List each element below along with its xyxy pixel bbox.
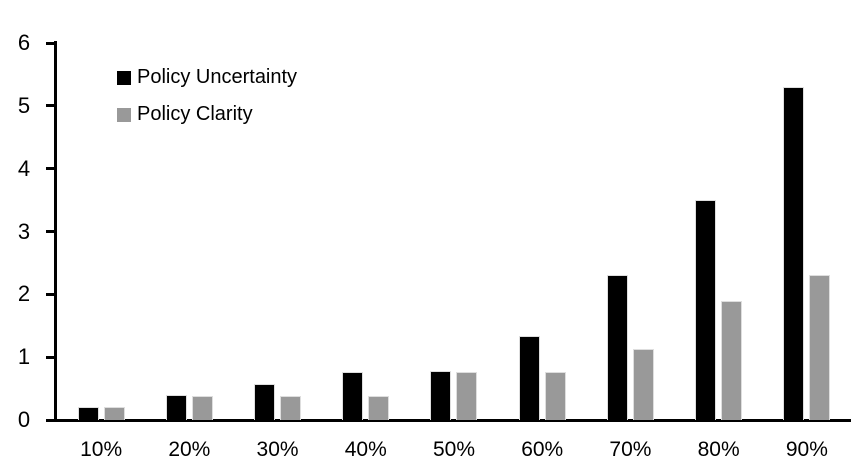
y-axis-tick-label: 1 xyxy=(17,344,31,370)
bar-policy-clarity-70% xyxy=(632,349,654,420)
x-axis-tick-label: 10% xyxy=(80,438,123,461)
x-axis-tick-label: 20% xyxy=(168,438,211,461)
x-axis-tick-label: 60% xyxy=(521,438,564,461)
y-tick-mark xyxy=(46,355,55,359)
y-axis-tick-label: 5 xyxy=(17,92,31,118)
x-axis-labels: 10% 20% 30% 40% 50% 60% 70% 80% 90% xyxy=(57,438,851,462)
y-axis-tick-label: 6 xyxy=(17,30,31,55)
bar-policy-uncertainty-80% xyxy=(695,200,717,420)
y-tick-mark xyxy=(46,104,55,108)
legend: Policy Uncertainty Policy Clarity xyxy=(117,66,297,140)
bar-group-30% xyxy=(233,43,321,420)
bar-policy-clarity-60% xyxy=(544,372,566,420)
legend-label: Policy Clarity xyxy=(137,103,253,125)
bar-policy-clarity-40% xyxy=(368,396,390,420)
x-axis-tick-label: 90% xyxy=(785,438,828,461)
bar-policy-clarity-90% xyxy=(809,275,831,420)
y-tick-mark xyxy=(46,41,55,45)
plot-area xyxy=(57,43,851,420)
bar-group-60% xyxy=(498,43,586,420)
bar-group-80% xyxy=(675,43,763,420)
bar-policy-clarity-20% xyxy=(191,396,213,420)
y-tick-mark xyxy=(46,418,55,422)
legend-item-policy-uncertainty: Policy Uncertainty xyxy=(117,66,297,89)
legend-item-policy-clarity: Policy Clarity xyxy=(117,103,297,126)
bar-policy-clarity-30% xyxy=(280,396,302,420)
bar-policy-clarity-80% xyxy=(721,301,743,420)
bar-group-50% xyxy=(410,43,498,420)
bar-policy-uncertainty-90% xyxy=(783,87,805,420)
x-axis-tick-label: 80% xyxy=(697,438,740,461)
x-axis-tick-label: 50% xyxy=(432,438,475,461)
x-axis-tick-label: 40% xyxy=(344,438,387,461)
y-axis-tick-label: 4 xyxy=(17,155,31,181)
x-axis-line xyxy=(54,419,851,422)
bar-policy-uncertainty-50% xyxy=(430,371,452,420)
bar-policy-uncertainty-30% xyxy=(254,384,276,420)
y-tick-mark xyxy=(46,230,55,233)
bar-policy-clarity-50% xyxy=(456,372,478,420)
legend-label: Policy Uncertainty xyxy=(137,66,298,88)
bar-group-90% xyxy=(763,43,851,420)
bar-group-70% xyxy=(586,43,674,420)
bar-policy-uncertainty-20% xyxy=(165,395,187,420)
bar-policy-uncertainty-10% xyxy=(77,407,99,420)
bar-policy-uncertainty-60% xyxy=(518,336,540,420)
y-axis-tick-label: 3 xyxy=(17,218,31,244)
bar-group-40% xyxy=(322,43,410,420)
bar-policy-uncertainty-70% xyxy=(606,275,628,420)
bar-group-10% xyxy=(57,43,145,420)
y-tick-mark xyxy=(46,292,55,296)
legend-swatch-policy-uncertainty xyxy=(117,70,131,85)
y-tick-mark xyxy=(46,167,55,171)
x-axis-tick-label: 30% xyxy=(256,438,299,461)
bar-group-20% xyxy=(145,43,233,420)
bar-policy-clarity-10% xyxy=(103,407,125,420)
y-axis-tick-label: 2 xyxy=(17,281,31,307)
y-axis-tick-label: 0 xyxy=(17,407,31,432)
bar-policy-uncertainty-40% xyxy=(342,372,364,420)
legend-swatch-policy-clarity xyxy=(117,107,131,122)
y-axis-line xyxy=(54,41,57,422)
x-axis-tick-label: 70% xyxy=(609,438,652,461)
